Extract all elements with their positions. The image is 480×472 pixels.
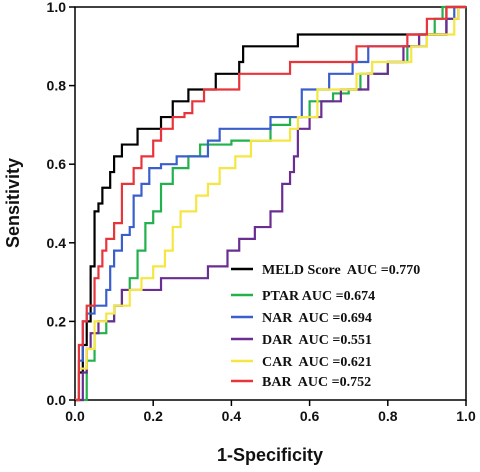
x-axis: 0.0 0.2 0.4 0.6 0.8 1.0 (65, 400, 476, 424)
x-axis-title: 1-Specificity (217, 445, 323, 465)
x-tick-label: 0.2 (143, 408, 163, 424)
legend-label: PTAR AUC =0.674 (262, 289, 375, 304)
y-tick-label: 0.2 (47, 313, 67, 329)
x-tick-label: 0.8 (378, 408, 398, 424)
y-tick-label: 0.0 (47, 392, 67, 408)
legend-label: DAR AUC =0.551 (262, 333, 372, 348)
series-lines (75, 5, 466, 402)
legend-label: NAR AUC =0.694 (262, 311, 372, 326)
legend-label: BAR AUC =0.752 (262, 375, 371, 390)
y-axis: 0.0 0.2 0.4 0.6 0.8 1.0 (47, 0, 75, 408)
diagonal-reference (74, 6, 467, 401)
y-tick-label: 0.6 (47, 156, 67, 172)
legend-label: MELD Score AUC =0.770 (262, 263, 420, 278)
plot-area (74, 5, 467, 402)
x-tick-label: 0.4 (222, 408, 242, 424)
diagonal-line (74, 6, 467, 401)
x-tick-label: 1.0 (456, 408, 476, 424)
x-tick-label: 0.6 (300, 408, 320, 424)
x-tick-label: 0.0 (65, 408, 85, 424)
y-axis-title: Sensitivity (3, 158, 23, 248)
legend: MELD Score AUC =0.770 PTAR AUC =0.674 NAR … (231, 263, 420, 390)
series-line-5 (75, 5, 466, 402)
legend-label: CAR AUC =0.621 (262, 355, 372, 370)
y-tick-label: 0.4 (47, 235, 67, 251)
series-line-2 (75, 5, 466, 402)
series-line-0 (75, 5, 466, 402)
series-line-4 (75, 5, 466, 402)
y-tick-label: 1.0 (47, 0, 67, 15)
y-tick-label: 0.8 (47, 78, 67, 94)
